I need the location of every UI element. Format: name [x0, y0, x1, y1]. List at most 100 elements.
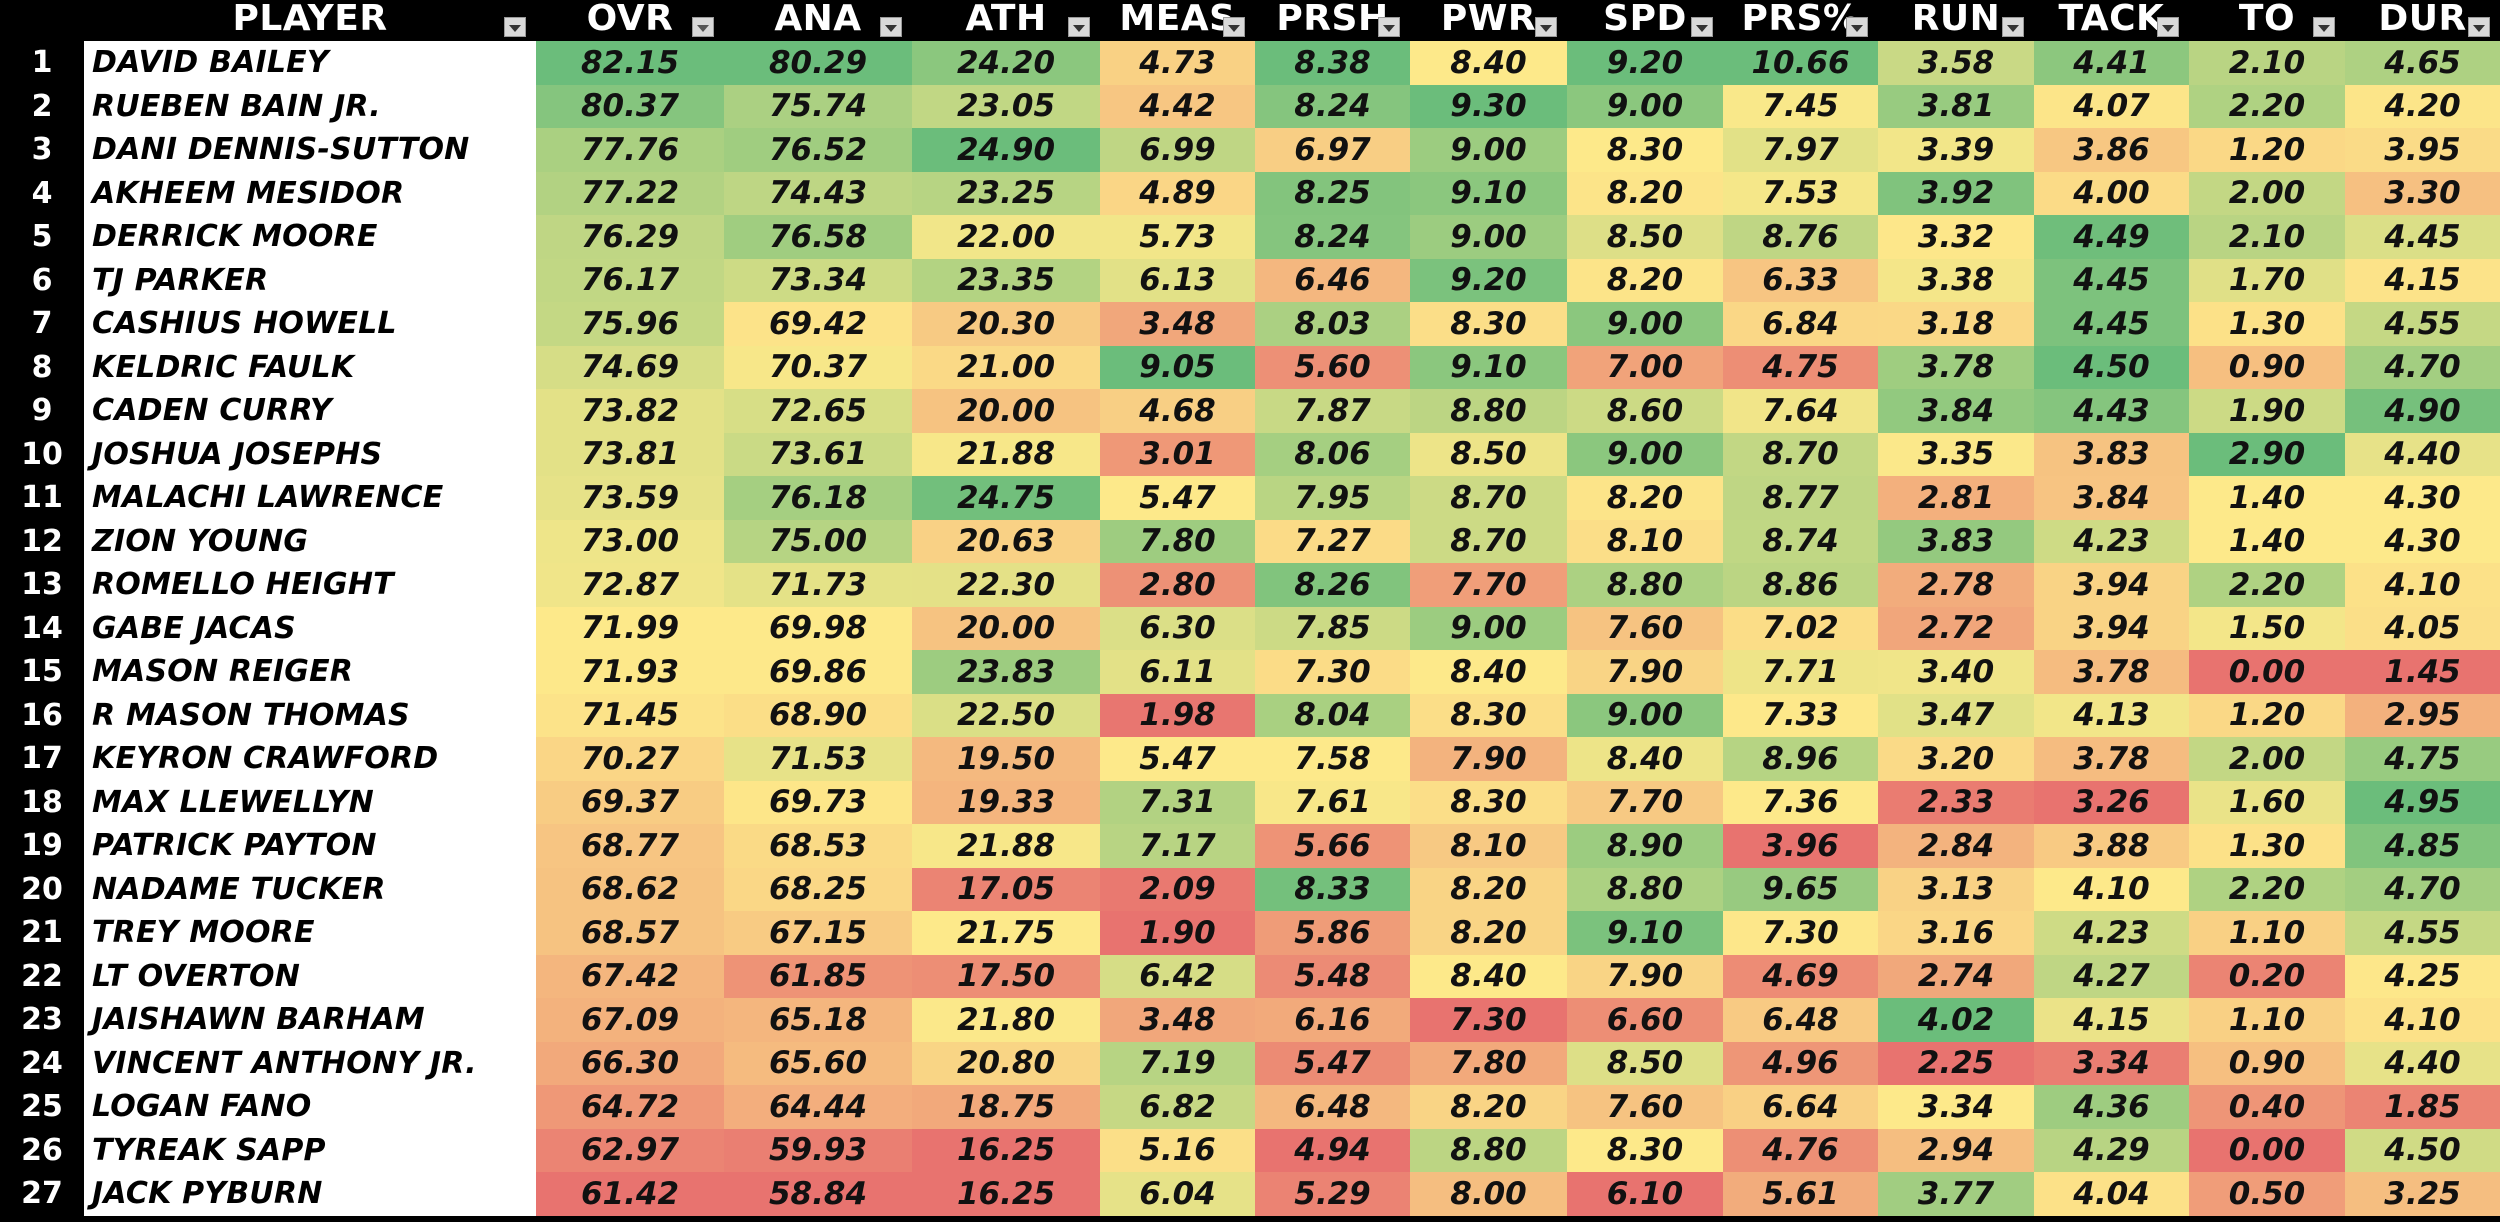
stat-cell-prsh[interactable]: 8.26 [1255, 563, 1410, 607]
stat-cell-meas[interactable]: 6.82 [1100, 1085, 1255, 1129]
stat-cell-ovr[interactable]: 71.93 [536, 650, 724, 694]
stat-cell-prsh[interactable]: 7.87 [1255, 389, 1410, 433]
stat-cell-ovr[interactable]: 70.27 [536, 737, 724, 781]
player-name-cell[interactable]: PATRICK PAYTON [84, 824, 536, 868]
stat-cell-ovr[interactable]: 77.22 [536, 171, 724, 215]
stat-cell-ath[interactable]: 21.88 [912, 432, 1100, 476]
sort-desc-filter-icon[interactable] [692, 17, 714, 37]
stat-cell-pwr[interactable]: 8.20 [1410, 911, 1567, 955]
stat-cell-ovr[interactable]: 73.59 [536, 476, 724, 520]
player-name-cell[interactable]: VINCENT ANTHONY JR. [84, 1041, 536, 1085]
stat-cell-prs[interactable]: 7.71 [1723, 650, 1878, 694]
stat-cell-ovr[interactable]: 73.81 [536, 432, 724, 476]
stat-cell-pwr[interactable]: 9.00 [1410, 128, 1567, 172]
player-name-cell[interactable]: DAVID BAILEY [84, 41, 536, 85]
stat-cell-ath[interactable]: 19.33 [912, 780, 1100, 824]
stat-cell-prsh[interactable]: 6.48 [1255, 1085, 1410, 1129]
stat-cell-ovr[interactable]: 67.42 [536, 954, 724, 998]
stat-cell-pwr[interactable]: 8.40 [1410, 954, 1567, 998]
stat-cell-dur[interactable]: 4.45 [2345, 215, 2500, 259]
stat-cell-dur[interactable]: 1.85 [2345, 1085, 2500, 1129]
column-header-run[interactable]: RUN [1878, 0, 2034, 41]
stat-cell-pwr[interactable]: 8.50 [1410, 432, 1567, 476]
player-name-cell[interactable]: LOGAN FANO [84, 1085, 536, 1129]
stat-cell-ath[interactable]: 24.90 [912, 128, 1100, 172]
stat-cell-meas[interactable]: 6.04 [1100, 1172, 1255, 1216]
stat-cell-meas[interactable]: 6.42 [1100, 954, 1255, 998]
column-header-tack[interactable]: TACK [2034, 0, 2189, 41]
stat-cell-spd[interactable]: 6.10 [1567, 1172, 1723, 1216]
player-name-cell[interactable]: AKHEEM MESIDOR [84, 171, 536, 215]
stat-cell-run[interactable]: 3.39 [1878, 128, 2034, 172]
stat-cell-spd[interactable]: 8.50 [1567, 215, 1723, 259]
stat-cell-ana[interactable]: 73.34 [724, 258, 912, 302]
stat-cell-dur[interactable]: 4.20 [2345, 84, 2500, 128]
stat-cell-run[interactable]: 2.25 [1878, 1041, 2034, 1085]
stat-cell-ana[interactable]: 70.37 [724, 345, 912, 389]
stat-cell-ovr[interactable]: 77.76 [536, 128, 724, 172]
stat-cell-prs[interactable]: 8.70 [1723, 432, 1878, 476]
stat-cell-spd[interactable]: 8.20 [1567, 171, 1723, 215]
stat-cell-meas[interactable]: 6.99 [1100, 128, 1255, 172]
stat-cell-run[interactable]: 2.94 [1878, 1128, 2034, 1172]
stat-cell-prs[interactable]: 4.75 [1723, 345, 1878, 389]
stat-cell-prs[interactable]: 6.64 [1723, 1085, 1878, 1129]
stat-cell-ovr[interactable]: 64.72 [536, 1085, 724, 1129]
stat-cell-to[interactable]: 0.40 [2189, 1085, 2345, 1129]
stat-cell-meas[interactable]: 3.48 [1100, 302, 1255, 346]
filter-dropdown-icon[interactable] [1846, 17, 1868, 37]
stat-cell-ath[interactable]: 20.80 [912, 1041, 1100, 1085]
stat-cell-tack[interactable]: 4.36 [2034, 1085, 2189, 1129]
stat-cell-pwr[interactable]: 8.00 [1410, 1172, 1567, 1216]
stat-cell-ovr[interactable]: 80.37 [536, 84, 724, 128]
stat-cell-dur[interactable]: 4.10 [2345, 998, 2500, 1042]
stat-cell-spd[interactable]: 9.00 [1567, 84, 1723, 128]
stat-cell-spd[interactable]: 7.90 [1567, 954, 1723, 998]
stat-cell-ana[interactable]: 64.44 [724, 1085, 912, 1129]
stat-cell-ana[interactable]: 76.18 [724, 476, 912, 520]
stat-cell-to[interactable]: 0.20 [2189, 954, 2345, 998]
stat-cell-prsh[interactable]: 5.66 [1255, 824, 1410, 868]
stat-cell-to[interactable]: 2.10 [2189, 215, 2345, 259]
stat-cell-to[interactable]: 1.20 [2189, 128, 2345, 172]
stat-cell-prsh[interactable]: 8.06 [1255, 432, 1410, 476]
stat-cell-tack[interactable]: 4.29 [2034, 1128, 2189, 1172]
stat-cell-meas[interactable]: 5.47 [1100, 737, 1255, 781]
stat-cell-ath[interactable]: 16.25 [912, 1172, 1100, 1216]
stat-cell-pwr[interactable]: 7.30 [1410, 998, 1567, 1042]
stat-cell-ath[interactable]: 17.50 [912, 954, 1100, 998]
filter-dropdown-icon[interactable] [2313, 17, 2335, 37]
stat-cell-prs[interactable]: 7.53 [1723, 171, 1878, 215]
stat-cell-tack[interactable]: 4.07 [2034, 84, 2189, 128]
stat-cell-ovr[interactable]: 66.30 [536, 1041, 724, 1085]
stat-cell-spd[interactable]: 8.50 [1567, 1041, 1723, 1085]
stat-cell-dur[interactable]: 4.95 [2345, 780, 2500, 824]
column-header-ath[interactable]: ATH [912, 0, 1100, 41]
stat-cell-ana[interactable]: 65.60 [724, 1041, 912, 1085]
stat-cell-meas[interactable]: 6.30 [1100, 606, 1255, 650]
stat-cell-meas[interactable]: 1.98 [1100, 693, 1255, 737]
stat-cell-spd[interactable]: 7.60 [1567, 1085, 1723, 1129]
player-name-cell[interactable]: LT OVERTON [84, 954, 536, 998]
stat-cell-run[interactable]: 3.84 [1878, 389, 2034, 433]
stat-cell-ath[interactable]: 17.05 [912, 867, 1100, 911]
stat-cell-spd[interactable]: 8.20 [1567, 476, 1723, 520]
player-name-cell[interactable]: ZION YOUNG [84, 519, 536, 563]
stat-cell-meas[interactable]: 6.13 [1100, 258, 1255, 302]
stat-cell-pwr[interactable]: 9.00 [1410, 606, 1567, 650]
stat-cell-ovr[interactable]: 71.99 [536, 606, 724, 650]
stat-cell-run[interactable]: 3.81 [1878, 84, 2034, 128]
stat-cell-pwr[interactable]: 7.70 [1410, 563, 1567, 607]
stat-cell-tack[interactable]: 3.26 [2034, 780, 2189, 824]
stat-cell-to[interactable]: 2.10 [2189, 41, 2345, 85]
stat-cell-pwr[interactable]: 7.90 [1410, 737, 1567, 781]
stat-cell-ath[interactable]: 23.25 [912, 171, 1100, 215]
stat-cell-ath[interactable]: 20.30 [912, 302, 1100, 346]
stat-cell-dur[interactable]: 3.30 [2345, 171, 2500, 215]
stat-cell-prsh[interactable]: 7.27 [1255, 519, 1410, 563]
stat-cell-prs[interactable]: 8.77 [1723, 476, 1878, 520]
player-name-cell[interactable]: JOSHUA JOSEPHS [84, 432, 536, 476]
stat-cell-dur[interactable]: 2.95 [2345, 693, 2500, 737]
stat-cell-ovr[interactable]: 76.29 [536, 215, 724, 259]
stat-cell-pwr[interactable]: 9.20 [1410, 258, 1567, 302]
